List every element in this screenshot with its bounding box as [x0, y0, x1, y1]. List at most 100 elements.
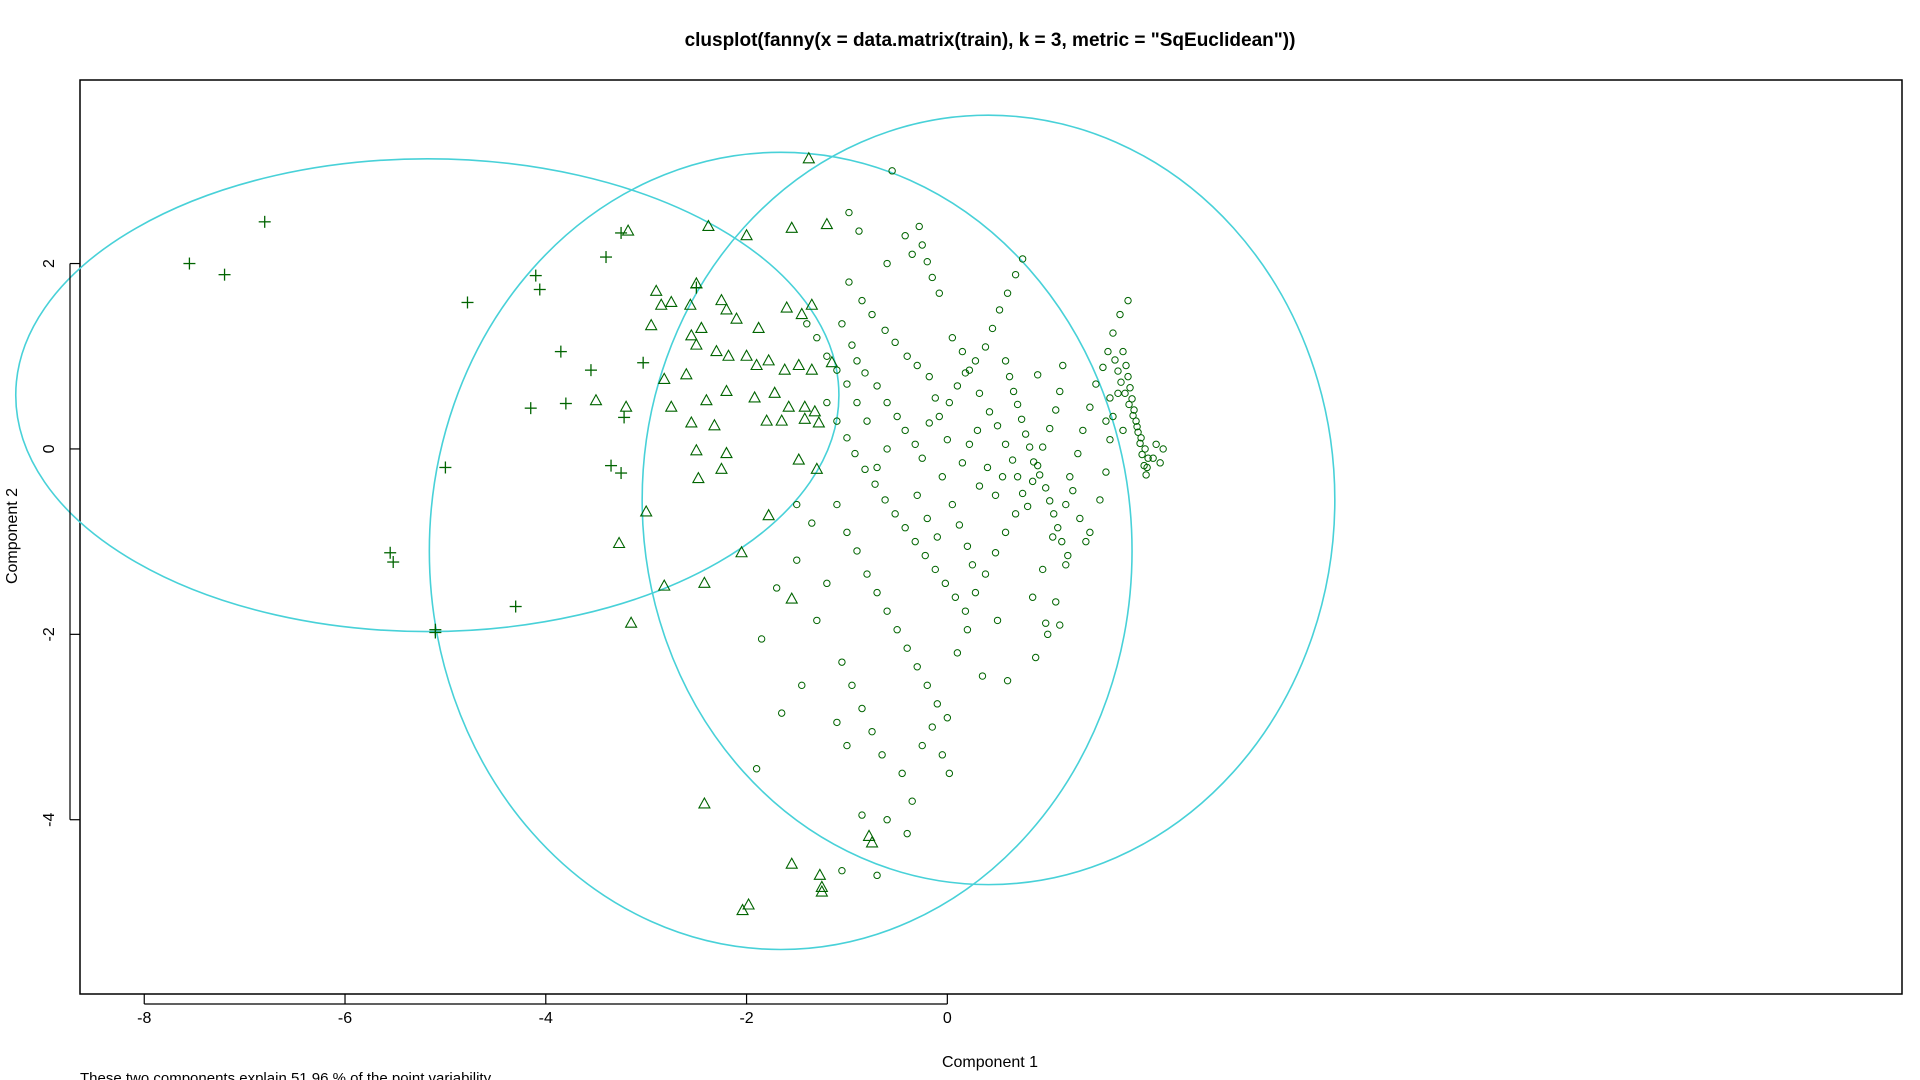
cluster-circle-point — [1142, 471, 1150, 479]
cluster-plus-point — [559, 397, 572, 410]
cluster-triangle-point — [785, 591, 799, 604]
cluster-circle-point — [1042, 619, 1050, 627]
cluster-plus-point — [615, 226, 628, 239]
cluster-circle-point — [901, 232, 909, 240]
cluster-circle-point — [918, 741, 926, 750]
cluster-circle-point — [757, 635, 766, 643]
cluster-circle-point — [1109, 412, 1117, 421]
cluster-triangle-point — [798, 412, 812, 424]
cluster-triangle-point — [689, 337, 703, 350]
cluster-circle-point — [925, 372, 933, 381]
cluster-triangle-point — [683, 298, 697, 310]
cluster-plus-point — [384, 546, 397, 559]
cluster-circle-point — [913, 491, 921, 499]
cluster-circle-point — [923, 681, 931, 690]
cluster-circle-point — [931, 394, 939, 402]
x-tick-label: -2 — [739, 1010, 753, 1027]
cluster-circle-point — [868, 727, 876, 736]
cluster-circle-point — [1086, 528, 1094, 537]
cluster-circle-point — [933, 533, 941, 541]
cluster-triangle-point — [865, 835, 879, 848]
cluster-circle-point — [1121, 389, 1129, 398]
cluster-circle-point — [871, 480, 879, 488]
data-points — [183, 151, 1167, 916]
cluster-circle-point — [921, 551, 929, 560]
cluster-ellipse-1 — [14, 157, 840, 633]
cluster-circle-point — [891, 510, 899, 518]
cluster-circle-point — [1031, 653, 1040, 662]
y-tick-label: 2 — [41, 259, 58, 268]
cluster-plus-point — [183, 257, 196, 270]
cluster-circle-point — [873, 588, 881, 597]
cluster-circle-point — [988, 324, 997, 333]
cluster-circle-point — [843, 741, 851, 750]
cluster-plus-point — [439, 461, 452, 474]
cluster-circle-point — [1129, 411, 1137, 420]
cluster-circle-point — [878, 751, 886, 759]
cluster-circle-point — [901, 426, 909, 435]
cluster-circle-point — [772, 584, 781, 592]
cluster-circle-point — [918, 241, 926, 249]
cluster-circle-point — [1038, 565, 1047, 574]
cluster-circle-point — [935, 289, 944, 297]
cluster-circle-point — [1028, 477, 1037, 486]
cluster-circle-point — [975, 389, 984, 398]
cluster-circle-point — [993, 422, 1002, 430]
cluster-circle-point — [901, 524, 909, 532]
cluster-circle-point — [893, 412, 901, 421]
x-tick-label: -4 — [539, 1010, 553, 1027]
cluster-circle-point — [958, 459, 967, 467]
cluster-triangle-point — [624, 616, 638, 628]
cluster-circle-point — [995, 306, 1004, 314]
cluster-triangle-point — [694, 321, 708, 333]
cluster-circle-point — [1076, 514, 1084, 523]
cluster-triangle-point — [792, 452, 806, 465]
cluster-circle-point — [993, 616, 1002, 625]
cluster-circle-point — [843, 380, 851, 388]
cluster-circle-point — [1126, 384, 1134, 392]
cluster-triangle-point — [715, 462, 728, 474]
cluster-circle-point — [823, 398, 831, 407]
cluster-triangle-point — [715, 293, 728, 306]
cluster-circle-point — [923, 257, 931, 266]
cluster-plus-point — [618, 411, 631, 424]
cluster-circle-point — [848, 681, 856, 690]
cluster-circle-point — [861, 369, 869, 377]
cluster-circle-point — [863, 570, 871, 578]
cluster-triangle-point — [691, 471, 705, 484]
cluster-plus-point — [600, 251, 613, 264]
cluster-plus-point — [554, 345, 567, 358]
cluster-circle-point — [1052, 598, 1060, 606]
cluster-circle-point — [1064, 551, 1072, 560]
cluster-circle-point — [923, 514, 931, 523]
x-axis-label: Component 1 — [942, 1054, 1038, 1071]
cluster-ellipses — [14, 114, 1336, 951]
x-tick-label: -8 — [137, 1010, 151, 1027]
cluster-circle-point — [933, 700, 941, 708]
cluster-circle-point — [873, 382, 881, 390]
cluster-circle-point — [838, 658, 846, 666]
cluster-circle-point — [1152, 440, 1160, 449]
cluster-circle-point — [991, 491, 1000, 499]
cluster-triangle-point — [689, 443, 703, 456]
cluster-circle-point — [1001, 528, 1010, 537]
cluster-circle-point — [1132, 417, 1140, 425]
cluster-circle-point — [1023, 502, 1032, 511]
cluster-circle-point — [861, 465, 869, 474]
cluster-circle-point — [843, 528, 851, 537]
cluster-circle-point — [752, 765, 761, 773]
y-tick-label: -2 — [41, 627, 58, 641]
cluster-circle-point — [1124, 296, 1132, 305]
cluster-circle-point — [1062, 561, 1070, 569]
cluster-circle-point — [1025, 443, 1034, 451]
cluster-circle-point — [981, 570, 990, 578]
cluster-circle-point — [943, 714, 952, 722]
cluster-circle-point — [948, 500, 957, 509]
cluster-circle-point — [858, 296, 866, 305]
cluster-circle-point — [1156, 459, 1164, 467]
cluster-circle-point — [1056, 621, 1064, 629]
cluster-circle-point — [951, 593, 960, 601]
cluster-plus-point — [461, 296, 474, 309]
cluster-triangle-point — [815, 880, 829, 892]
